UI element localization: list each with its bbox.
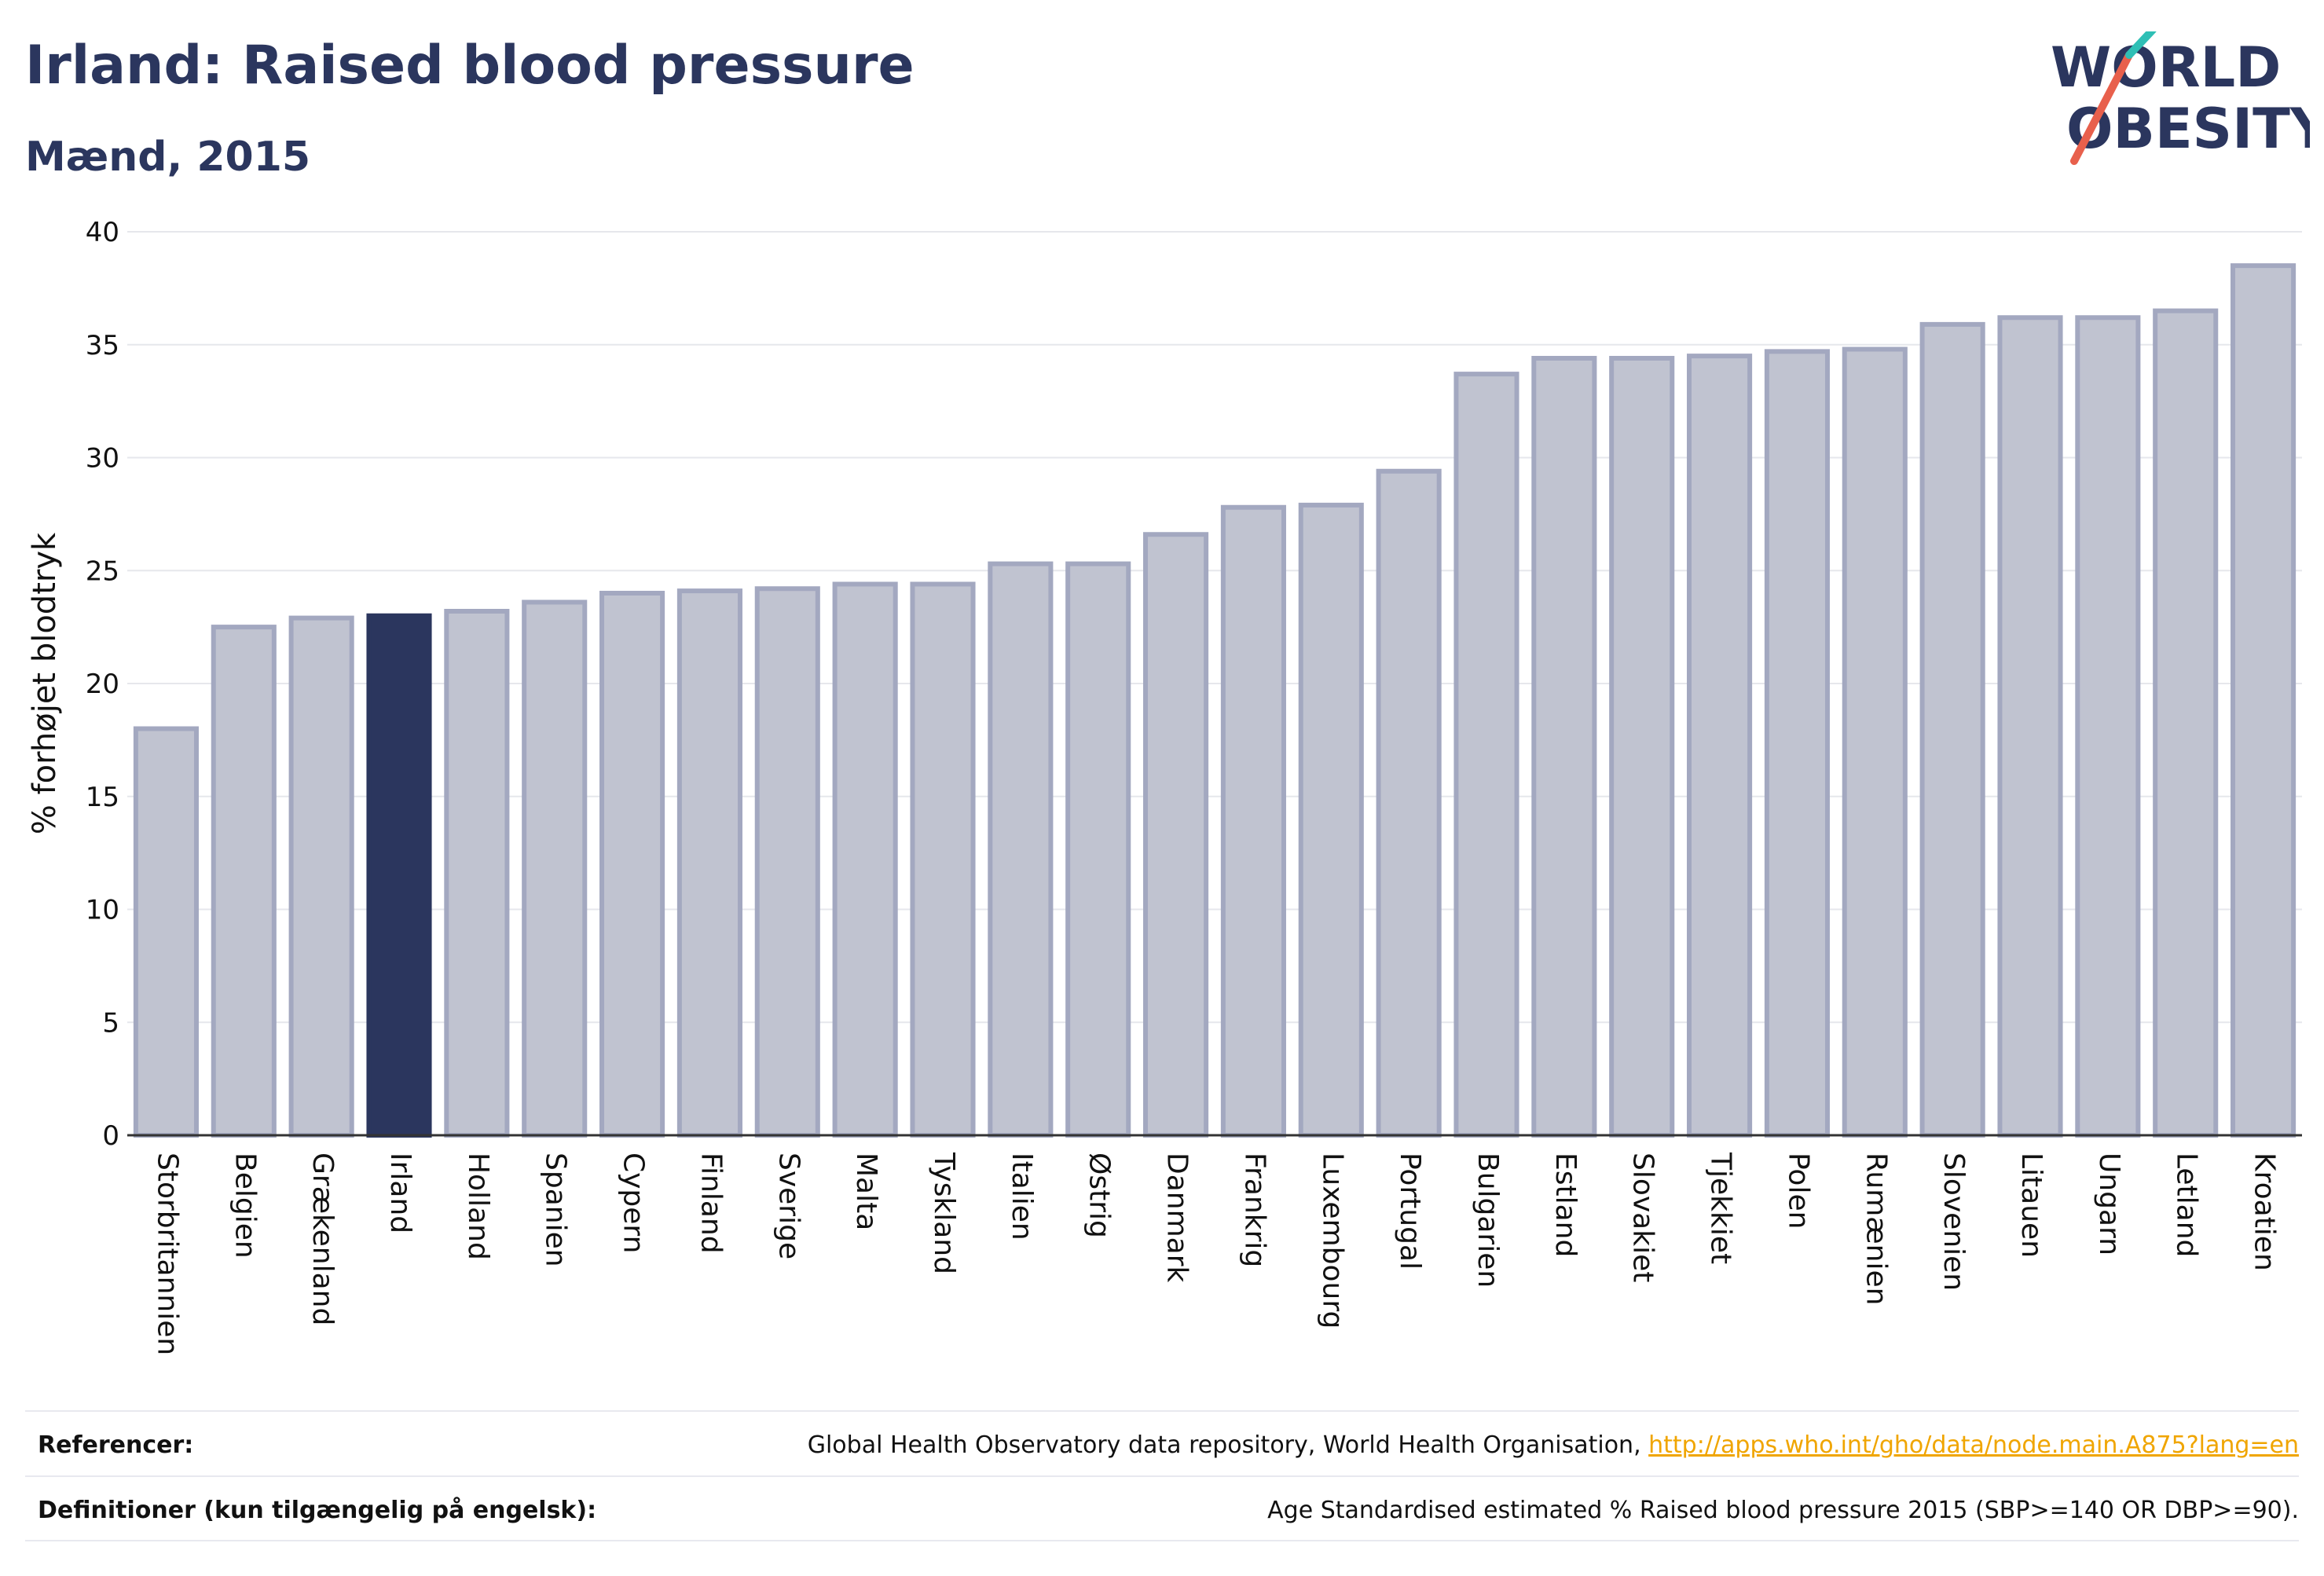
y-tick-label: 0 <box>102 1120 119 1152</box>
bar-sverige <box>754 586 820 1138</box>
definitions-label: Definitioner (kun tilgængelig på engelsk… <box>38 1497 597 1524</box>
y-tick-label: 15 <box>86 782 119 813</box>
x-tick-label: Storbritannien <box>151 1153 183 1355</box>
x-tick-label: Danmark <box>1161 1153 1193 1283</box>
bar-storbritannien <box>133 726 199 1138</box>
x-tick-label: Portugal <box>1394 1153 1426 1270</box>
y-tick-label: 40 <box>86 217 119 248</box>
x-tick-label: Letland <box>2171 1153 2203 1257</box>
y-tick-label: 5 <box>102 1007 119 1039</box>
x-axis-labels: Storbritannien Belgien Grækenland Irland Hol… <box>151 1152 2280 1355</box>
x-tick-label: Malta <box>850 1153 882 1230</box>
bar-finland <box>676 588 742 1138</box>
x-tick-label: Litauen <box>2015 1153 2047 1258</box>
bar-tjekkiet <box>1687 354 1753 1138</box>
bar-grækenland <box>288 615 354 1138</box>
y-tick-label: 25 <box>86 555 119 587</box>
logo-slash-teal <box>2125 31 2157 59</box>
y-axis-ticks: 0 5 10 15 20 25 30 35 40 <box>86 217 119 1152</box>
x-tick-label: Rumænien <box>1860 1153 1892 1305</box>
bar-letland <box>2153 308 2219 1138</box>
definitions-value: Age Standardised estimated % Raised bloo… <box>1267 1497 2299 1524</box>
bar-kroatien <box>2231 263 2297 1138</box>
bars <box>133 263 2297 1138</box>
bar-malta <box>832 581 898 1138</box>
bar-estland <box>1531 356 1597 1138</box>
bar-rumænien <box>1842 346 1908 1138</box>
bar-frankrig <box>1220 504 1286 1138</box>
x-tick-label: Spanien <box>540 1153 572 1267</box>
footer-divider-bottom <box>25 1540 2299 1541</box>
references-link[interactable]: http://apps.who.int/gho/data/node.main.A… <box>1648 1431 2299 1459</box>
x-tick-label: Cypern <box>618 1153 650 1253</box>
x-tick-label: Holland <box>462 1153 494 1260</box>
bar-polen <box>1764 349 1830 1138</box>
x-tick-label: Slovakiet <box>1627 1153 1659 1282</box>
footer-divider-top <box>25 1410 2299 1412</box>
x-tick-label: Tyskland <box>928 1152 960 1274</box>
page-title: Irland: Raised blood pressure <box>25 35 915 97</box>
y-axis-label: % forhøjet blodtryk <box>27 532 63 834</box>
x-tick-label: Kroatien <box>2249 1153 2281 1271</box>
x-tick-label: Polen <box>1782 1153 1814 1229</box>
bar-ungarn <box>2075 315 2141 1138</box>
x-tick-label: Sverige <box>772 1153 805 1259</box>
bar-østrig <box>1065 561 1131 1138</box>
x-tick-label: Østrig <box>1083 1153 1116 1238</box>
references-text: Global Health Observatory data repositor… <box>807 1431 1649 1459</box>
logo-line1: WORLD <box>2051 35 2281 100</box>
x-tick-label: Italien <box>1006 1153 1038 1241</box>
x-tick-label: Estland <box>1549 1153 1582 1257</box>
x-tick-label: Bulgarien <box>1472 1153 1504 1288</box>
logo-line2: OBESITY <box>2066 97 2310 161</box>
bar-litauen <box>1997 315 2063 1138</box>
footer-divider-mid <box>25 1475 2299 1477</box>
y-tick-label: 35 <box>86 330 119 361</box>
bar-cypern <box>599 591 665 1138</box>
x-tick-label: Slovenien <box>1937 1153 1970 1291</box>
x-tick-label: Finland <box>695 1153 727 1254</box>
y-tick-label: 20 <box>86 669 119 700</box>
bar-irland <box>366 613 432 1138</box>
bar-italien <box>988 561 1054 1138</box>
x-tick-label: Tjekkiet <box>1705 1152 1737 1264</box>
bar-spanien <box>522 599 588 1138</box>
bar-luxembourg <box>1298 502 1364 1138</box>
bar-chart: 0 5 10 15 20 25 30 35 40 Storbritannien Belgien Gr… <box>27 217 2302 1355</box>
x-tick-label: Irland <box>384 1153 416 1233</box>
page-subtitle: Mænd, 2015 <box>25 134 311 181</box>
x-tick-label: Ungarn <box>2093 1153 2125 1255</box>
bar-portugal <box>1376 468 1442 1138</box>
x-tick-label: Belgien <box>229 1153 261 1259</box>
bar-slovenien <box>1919 321 1985 1138</box>
x-tick-label: Luxembourg <box>1316 1153 1348 1329</box>
x-tick-label: Frankrig <box>1238 1153 1270 1267</box>
bar-bulgarien <box>1453 372 1519 1138</box>
references-value: Global Health Observatory data repositor… <box>808 1431 2299 1459</box>
y-tick-label: 10 <box>86 895 119 926</box>
x-tick-label: Grækenland <box>306 1153 339 1325</box>
bar-tyskland <box>910 581 976 1138</box>
bar-slovakiet <box>1609 356 1675 1138</box>
bar-danmark <box>1143 532 1209 1138</box>
references-label: Referencer: <box>38 1431 194 1459</box>
y-tick-label: 30 <box>86 443 119 475</box>
world-obesity-logo: WORLD OBESITY <box>2051 31 2310 165</box>
bar-holland <box>444 609 510 1138</box>
logo-slash-red <box>2070 51 2133 165</box>
bar-belgien <box>211 625 277 1138</box>
